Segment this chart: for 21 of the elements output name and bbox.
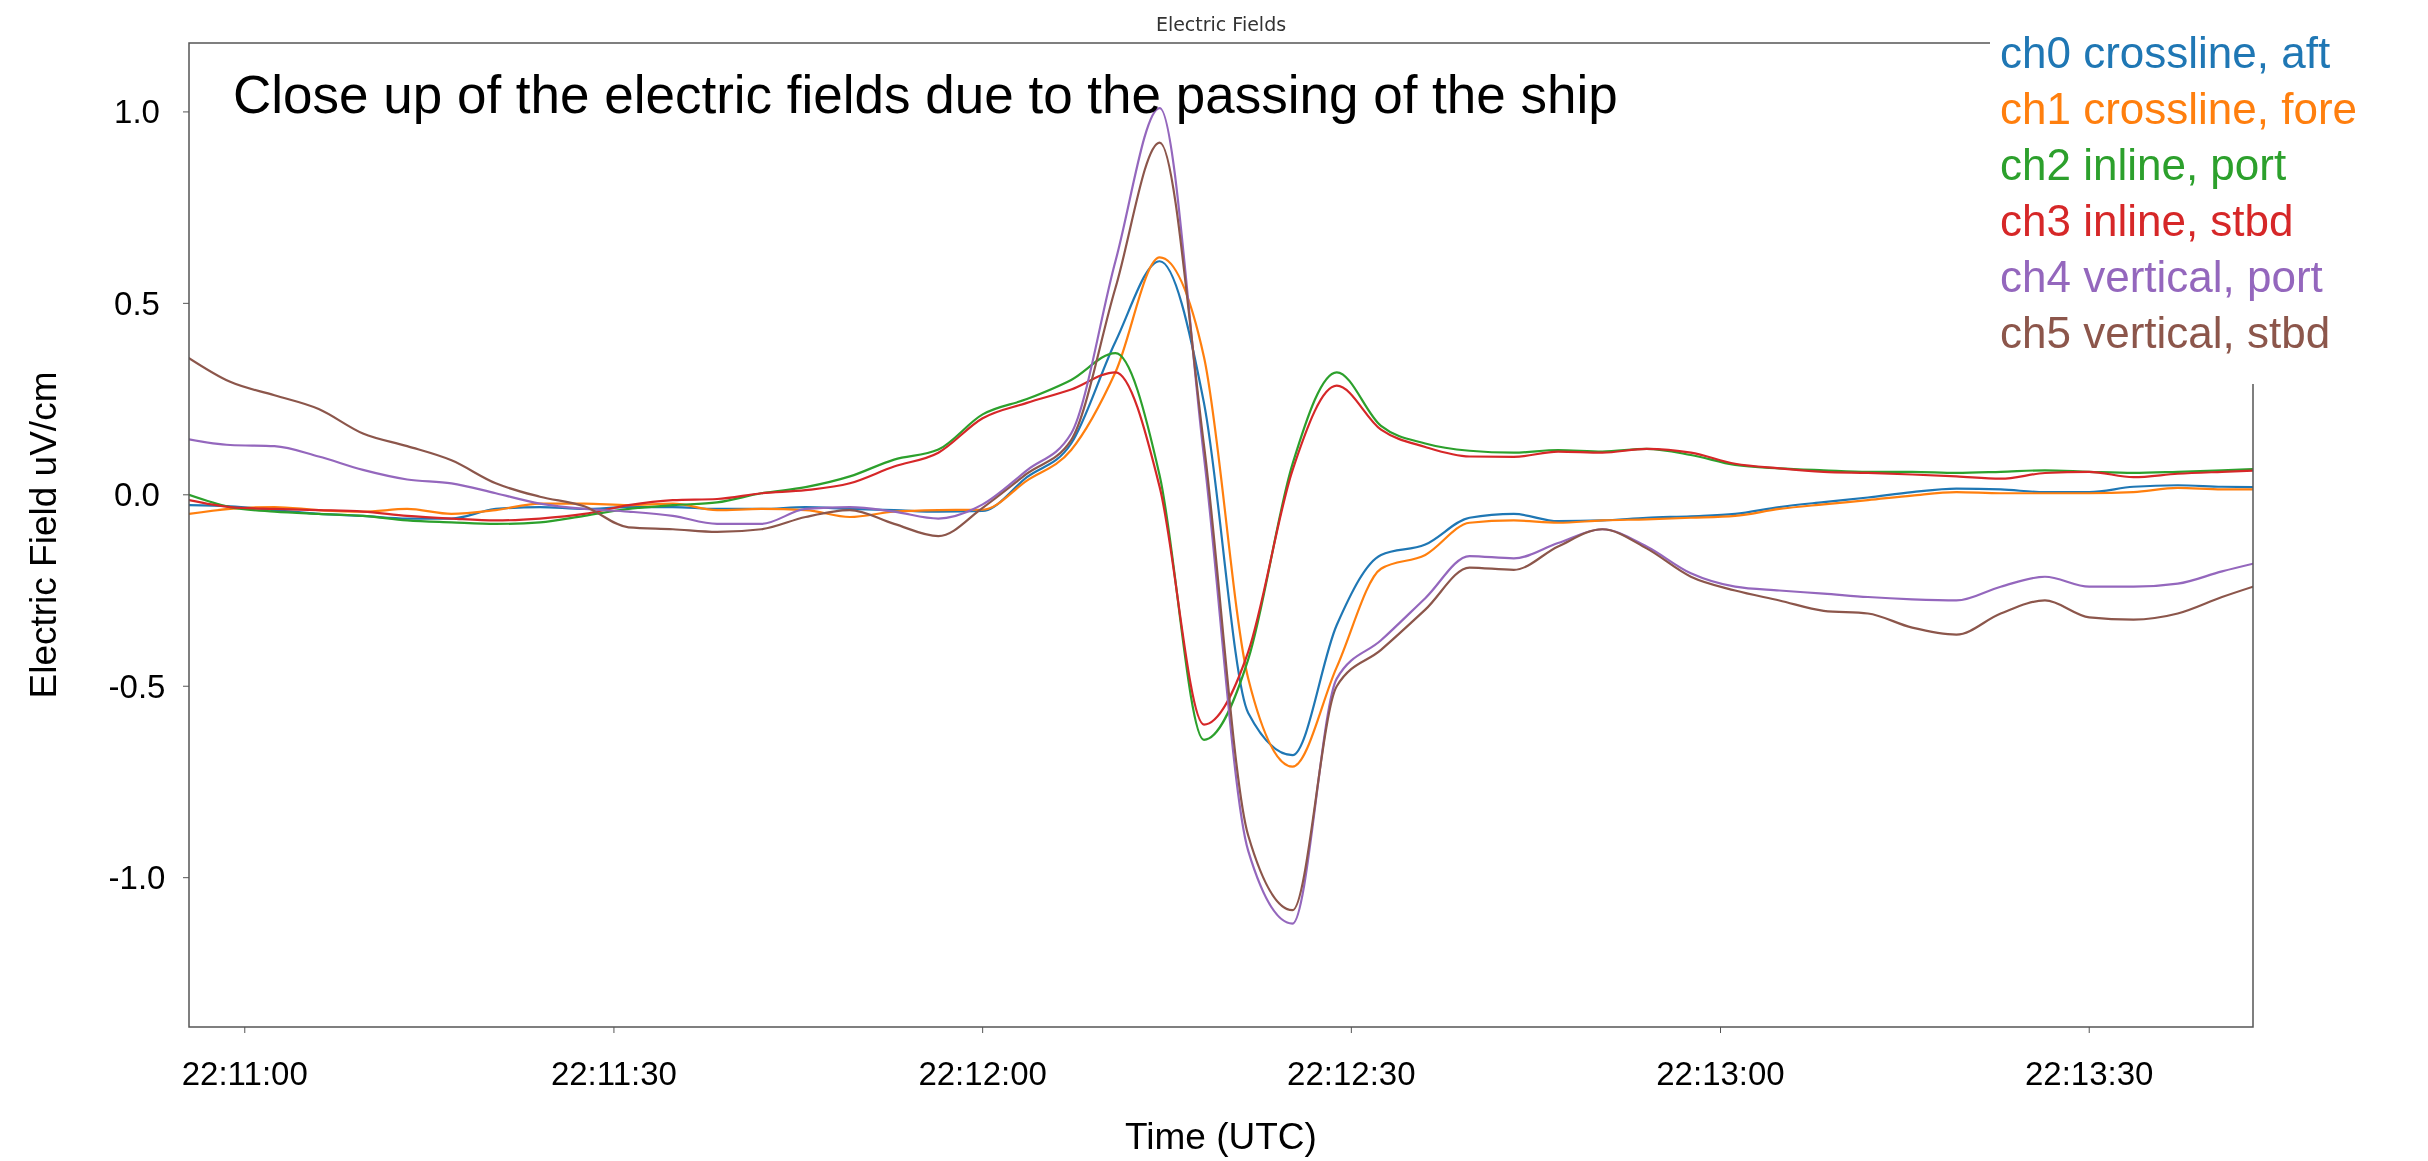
text: ch0 crossline, aft [2000,28,2331,77]
text: ch2 inline, port [2000,140,2287,189]
text: ch5 vertical, stbd [2000,308,2331,357]
chart-title: Electric Fields [1155,13,1287,35]
y-tick-label: -0.5 [108,667,166,705]
y-tick-label: 0.0 [114,476,160,514]
x-tick-label: 22:12:30 [1287,1055,1416,1092]
y-tick-label: -1.0 [108,859,166,897]
text: ch4 vertical, port [2000,252,2323,301]
x-tick-label: 22:11:30 [550,1055,677,1092]
y-tick-label: 0.5 [114,284,160,322]
x-tick-label: 22:11:00 [181,1055,308,1092]
x-tick-label: 22:13:30 [2024,1055,2154,1092]
x-axis-title: Time (UTC) [1125,1116,1317,1157]
text: ch3 inline, stbd [2000,196,2294,245]
text: ch1 crossline, fore [2000,84,2358,133]
x-tick-label: 22:12:00 [918,1055,1047,1092]
annotation: Close up of the electric fields due to the passing of the ship [233,65,1618,124]
y-tick-label: 1.0 [114,93,160,131]
x-tick-label: 22:13:00 [1656,1055,1785,1092]
y-axis-title: Electric Field uV/cm [23,371,64,699]
